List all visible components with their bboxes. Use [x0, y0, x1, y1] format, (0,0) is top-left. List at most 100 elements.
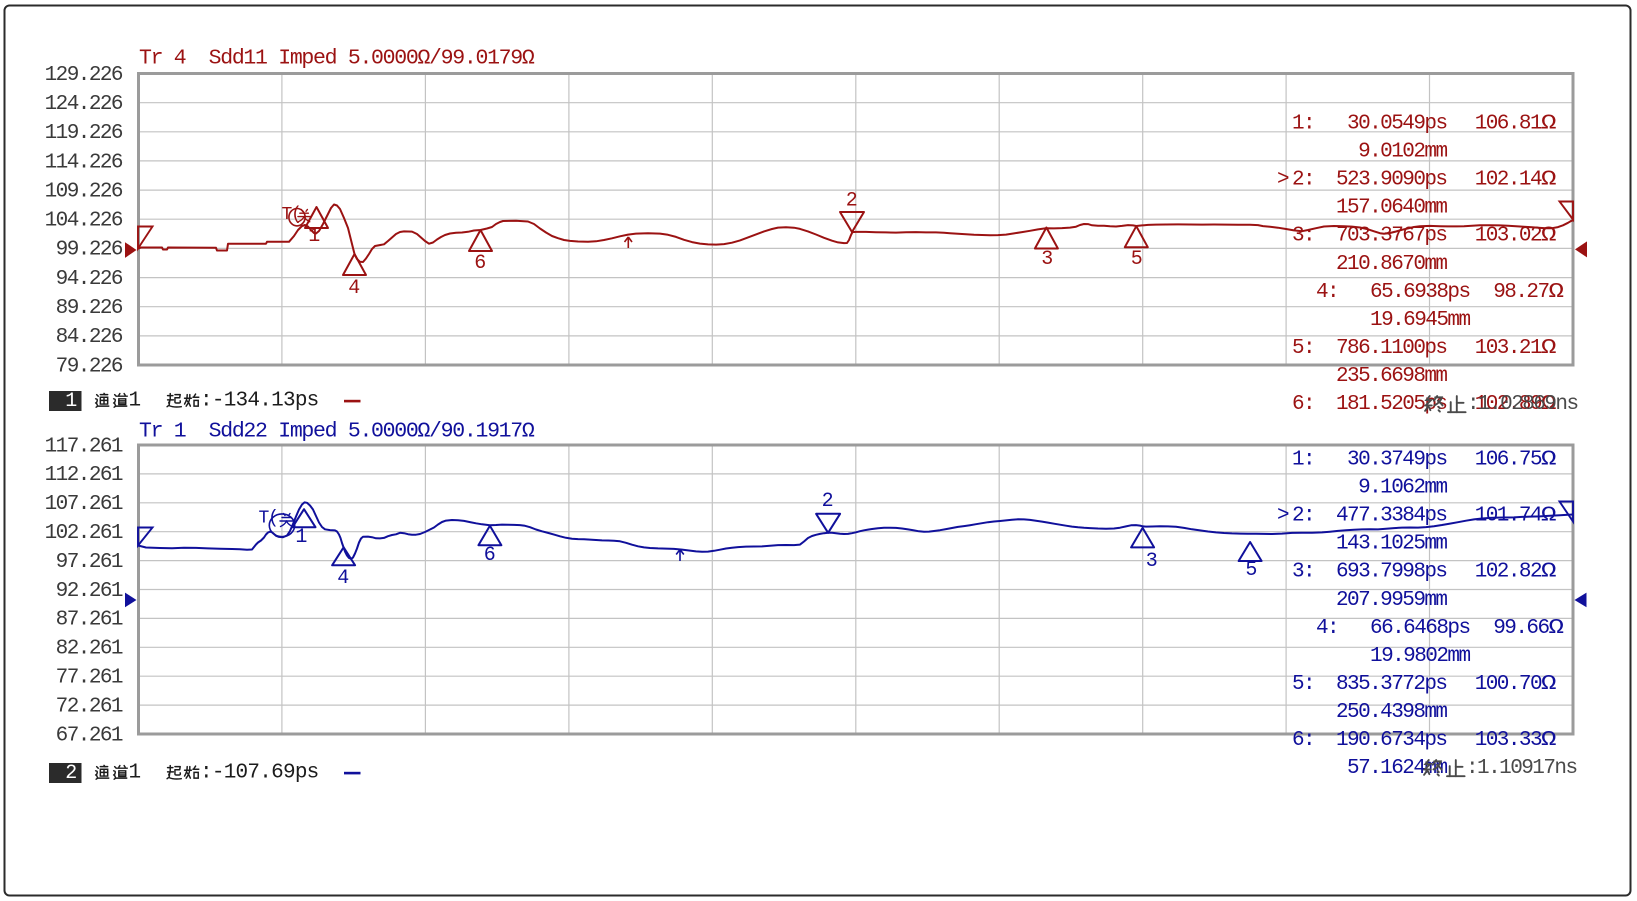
- svg-text:Ω: Ω: [1541, 337, 1557, 360]
- svg-text:>: >: [1277, 505, 1289, 528]
- svg-text:2: 2: [822, 490, 833, 513]
- svg-text:3: 3: [1146, 550, 1157, 573]
- svg-text:102.261: 102.261: [45, 522, 123, 545]
- svg-text:87.261: 87.261: [45, 609, 123, 632]
- svg-text:4: 4: [337, 567, 348, 590]
- svg-text:30.0549ps: 30.0549ps: [1347, 113, 1446, 136]
- svg-text:66.6468ps: 66.6468ps: [1370, 617, 1469, 640]
- svg-text::1.10917ns: :1.10917ns: [1466, 757, 1577, 780]
- svg-text:1:: 1:: [1292, 113, 1314, 136]
- svg-text:3:: 3:: [1292, 225, 1314, 248]
- svg-text:9.1062mm: 9.1062mm: [1358, 477, 1447, 500]
- svg-text:>: >: [1277, 169, 1289, 192]
- svg-text:72.261: 72.261: [45, 695, 123, 718]
- svg-text:79.226: 79.226: [45, 355, 123, 378]
- svg-text:129.226: 129.226: [45, 64, 123, 87]
- svg-text:Ω: Ω: [1549, 281, 1565, 304]
- svg-text:5: 5: [1131, 248, 1142, 271]
- svg-text:117.261: 117.261: [45, 435, 123, 458]
- svg-text:Ω: Ω: [1549, 617, 1565, 640]
- svg-text:114.226: 114.226: [45, 151, 123, 174]
- svg-text:119.226: 119.226: [45, 122, 123, 145]
- svg-text:1: 1: [65, 390, 77, 413]
- svg-text:6: 6: [484, 544, 495, 567]
- svg-text:4:: 4:: [1316, 281, 1338, 304]
- svg-text:103.21: 103.21: [1475, 337, 1542, 360]
- svg-text:5: 5: [1245, 559, 1256, 582]
- svg-text:Ω: Ω: [1541, 673, 1557, 696]
- svg-text:92.261: 92.261: [45, 580, 123, 603]
- svg-text:103.33: 103.33: [1475, 729, 1542, 752]
- svg-text:477.3384ps: 477.3384ps: [1336, 505, 1447, 528]
- svg-text:94.226: 94.226: [45, 268, 123, 291]
- svg-text:2: 2: [846, 190, 857, 213]
- svg-text:6:: 6:: [1292, 393, 1314, 416]
- svg-text:Ω: Ω: [1541, 113, 1557, 136]
- svg-text:4:: 4:: [1316, 617, 1338, 640]
- svg-text:102.82: 102.82: [1475, 561, 1542, 584]
- svg-text:190.6734ps: 190.6734ps: [1336, 729, 1447, 752]
- svg-text:Ω: Ω: [1541, 169, 1557, 192]
- svg-text:235.6698mm: 235.6698mm: [1336, 365, 1447, 388]
- svg-text:703.3767ps: 703.3767ps: [1336, 225, 1447, 248]
- svg-text::-134.13ps: :-134.13ps: [200, 390, 319, 413]
- svg-text:181.5205ps: 181.5205ps: [1336, 393, 1447, 416]
- svg-text:2:: 2:: [1292, 169, 1314, 192]
- svg-text:100.70: 100.70: [1475, 673, 1542, 696]
- svg-text:250.4398mm: 250.4398mm: [1336, 701, 1447, 724]
- svg-text:19.9802mm: 19.9802mm: [1370, 645, 1470, 668]
- svg-text:6:: 6:: [1292, 729, 1314, 752]
- svg-text:Tr 4 Sdd11 Imped 5.0000Ω/99.0: Tr 4 Sdd11 Imped 5.0000Ω/99.0179Ω: [139, 47, 535, 71]
- svg-text:98.27: 98.27: [1493, 281, 1548, 304]
- svg-text:57.1624mm: 57.1624mm: [1347, 757, 1447, 780]
- svg-text:1:: 1:: [1292, 449, 1314, 472]
- svg-text:99.66: 99.66: [1493, 617, 1549, 640]
- svg-text:143.1025mm: 143.1025mm: [1336, 533, 1447, 556]
- svg-text:124.226: 124.226: [45, 93, 123, 116]
- svg-text::-107.69ps: :-107.69ps: [200, 762, 319, 785]
- svg-text:3:: 3:: [1292, 561, 1314, 584]
- svg-text:Tr 1 Sdd22 Imped 5.0000Ω/90.1: Tr 1 Sdd22 Imped 5.0000Ω/90.1917Ω: [139, 420, 535, 444]
- svg-text:1: 1: [308, 225, 320, 248]
- svg-text:4: 4: [348, 277, 359, 300]
- svg-text:207.9959mm: 207.9959mm: [1336, 589, 1447, 612]
- svg-text:103.02: 103.02: [1475, 225, 1542, 248]
- svg-text:Ω: Ω: [1541, 729, 1557, 752]
- svg-text:65.6938ps: 65.6938ps: [1370, 281, 1469, 304]
- svg-text:5:: 5:: [1292, 337, 1314, 360]
- svg-text:99.226: 99.226: [45, 239, 123, 262]
- svg-text:210.8670mm: 210.8670mm: [1336, 253, 1447, 276]
- svg-text:1: 1: [295, 526, 307, 549]
- svg-text:9.0102mm: 9.0102mm: [1358, 141, 1447, 164]
- svg-text:Ω: Ω: [1541, 393, 1557, 416]
- svg-text:30.3749ps: 30.3749ps: [1347, 449, 1446, 472]
- svg-text:693.7998ps: 693.7998ps: [1336, 561, 1447, 584]
- svg-text:5:: 5:: [1292, 673, 1314, 696]
- svg-text:104.226: 104.226: [45, 210, 123, 233]
- svg-text:112.261: 112.261: [45, 464, 123, 487]
- svg-text:101.74: 101.74: [1475, 505, 1542, 528]
- svg-text:T(: T(: [282, 205, 301, 225]
- svg-text:523.9090ps: 523.9090ps: [1336, 169, 1447, 192]
- svg-text:82.261: 82.261: [45, 638, 123, 661]
- svg-text:19.6945mm: 19.6945mm: [1370, 309, 1470, 332]
- svg-text:77.261: 77.261: [45, 667, 123, 690]
- svg-text:1: 1: [129, 390, 141, 413]
- svg-text:106.81: 106.81: [1475, 113, 1542, 136]
- svg-text::1.02869ns: :1.02869ns: [1467, 393, 1578, 416]
- svg-text:1: 1: [129, 762, 141, 785]
- svg-text:2: 2: [65, 762, 76, 785]
- svg-text:T(: T(: [259, 509, 278, 529]
- svg-text:107.261: 107.261: [45, 493, 123, 516]
- svg-text:6: 6: [474, 252, 485, 275]
- svg-text:786.1100ps: 786.1100ps: [1336, 337, 1447, 360]
- svg-text:89.226: 89.226: [45, 297, 123, 320]
- svg-text:97.261: 97.261: [45, 551, 123, 574]
- svg-text:2:: 2:: [1292, 505, 1314, 528]
- svg-text:3: 3: [1041, 248, 1052, 271]
- svg-text:109.226: 109.226: [45, 180, 123, 203]
- svg-text:102.14: 102.14: [1475, 169, 1542, 192]
- svg-text:84.226: 84.226: [45, 326, 123, 349]
- svg-text:835.3772ps: 835.3772ps: [1336, 673, 1447, 696]
- svg-text:102.89: 102.89: [1475, 393, 1542, 416]
